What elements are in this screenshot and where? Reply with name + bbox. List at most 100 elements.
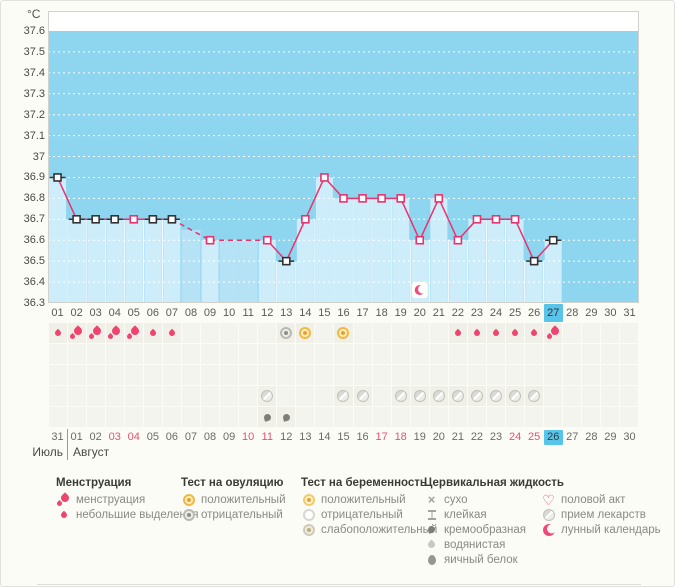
- cycle-day-cell[interactable]: 25: [508, 307, 522, 319]
- calendar-date-cell[interactable]: 10: [242, 431, 255, 443]
- icon-cell: [601, 365, 620, 385]
- calendar-date-cell[interactable]: 01: [70, 431, 83, 443]
- calendar-date-cell[interactable]: 13: [299, 431, 312, 443]
- cycle-day-cell[interactable]: 31: [623, 307, 636, 319]
- calendar-date-cell[interactable]: 23: [489, 431, 503, 443]
- temp-point[interactable]: [148, 215, 158, 224]
- temp-point[interactable]: [262, 235, 272, 245]
- cycle-day-cell[interactable]: 02: [70, 307, 83, 319]
- icon-cell: [334, 365, 353, 385]
- calendar-date-cell[interactable]: 29: [604, 431, 617, 443]
- calendar-date-cell[interactable]: 21: [451, 431, 464, 443]
- cycle-day-cell[interactable]: 24: [489, 307, 503, 319]
- cycle-day-cell[interactable]: 11: [242, 307, 254, 319]
- calendar-date-cell[interactable]: 08: [203, 431, 217, 443]
- cycle-day-cell[interactable]: 29: [585, 307, 598, 319]
- calendar-date-cell[interactable]: 12: [280, 431, 293, 443]
- calendar-date-cell[interactable]: 04: [127, 431, 140, 443]
- calendar-date-cell[interactable]: 14: [318, 431, 331, 443]
- y-tick-label: 37.1: [23, 129, 45, 142]
- cycle-day-cell[interactable]: 21: [432, 307, 445, 319]
- calendar-date-cell[interactable]: 05: [146, 431, 159, 443]
- temp-point[interactable]: [282, 256, 291, 266]
- icon-cell: [220, 323, 239, 343]
- temp-point[interactable]: [472, 215, 482, 224]
- calendar-date-cell[interactable]: 22: [470, 431, 484, 443]
- cycle-day-cell[interactable]: 05: [127, 307, 140, 319]
- calendar-date-cell[interactable]: 18: [394, 431, 407, 443]
- temp-point[interactable]: [377, 194, 386, 203]
- calendar-date-cell[interactable]: 06: [165, 431, 179, 443]
- cycle-day-cell[interactable]: 13: [280, 307, 293, 319]
- icon-cell: [86, 365, 105, 385]
- calendar-date-cell[interactable]: 27: [566, 431, 579, 443]
- calendar-date-cell[interactable]: 11: [261, 431, 273, 443]
- temp-point[interactable]: [320, 173, 329, 182]
- cycle-day-cell[interactable]: 03: [89, 307, 102, 319]
- cycle-day-cell[interactable]: 28: [566, 307, 579, 319]
- calendar-date-cell[interactable]: 17: [375, 431, 388, 443]
- calendar-date-cell[interactable]: 02: [89, 431, 102, 443]
- calendar-date-cell[interactable]: 28: [585, 431, 598, 443]
- icon-cell: [143, 407, 162, 427]
- calendar-date-cell[interactable]: 26: [543, 430, 563, 445]
- temp-point[interactable]: [301, 215, 310, 224]
- temp-point[interactable]: [72, 215, 81, 224]
- calendar-date-cell[interactable]: 16: [356, 431, 369, 443]
- cycle-day-cell[interactable]: 20: [413, 307, 426, 319]
- temp-point[interactable]: [91, 215, 100, 224]
- temp-point[interactable]: [205, 235, 215, 245]
- cycle-day-cell[interactable]: 09: [203, 307, 217, 319]
- cycle-day-cell[interactable]: 01: [51, 307, 64, 319]
- cycle-day-cell[interactable]: 04: [108, 307, 121, 319]
- temp-point[interactable]: [167, 215, 177, 224]
- calendar-date-cell[interactable]: 09: [222, 431, 236, 443]
- cycle-day-cell[interactable]: 07: [165, 307, 179, 319]
- cycle-day-cell[interactable]: 14: [299, 307, 312, 319]
- temp-point[interactable]: [434, 194, 444, 203]
- legend-header: [541, 475, 661, 492]
- cycle-day-cell[interactable]: 30: [604, 307, 617, 319]
- cycle-day-cell[interactable]: 08: [184, 307, 198, 319]
- temp-point[interactable]: [339, 194, 348, 203]
- temp-point[interactable]: [415, 235, 425, 245]
- legend-header: Цервикальная жидкость: [424, 477, 564, 489]
- legend-column: Цервикальная жидкость сухо клейкая кремообр…: [424, 475, 564, 567]
- icon-cell: [143, 323, 162, 343]
- temp-point[interactable]: [491, 215, 501, 224]
- calendar-date-cell[interactable]: 07: [184, 431, 198, 443]
- cycle-day-cell[interactable]: 26: [528, 307, 541, 319]
- cycle-day-cell[interactable]: 22: [451, 307, 464, 319]
- calendar-date-cell[interactable]: 19: [413, 431, 426, 443]
- temp-point[interactable]: [548, 235, 558, 245]
- icon-cell: [372, 386, 391, 406]
- temp-point[interactable]: [110, 215, 120, 224]
- cycle-day-cell[interactable]: 06: [146, 307, 159, 319]
- temp-point[interactable]: [53, 173, 62, 182]
- temp-bar: [544, 240, 562, 303]
- cycle-day-cell[interactable]: 19: [394, 307, 407, 319]
- cycle-day-cell[interactable]: 23: [470, 307, 484, 319]
- cycle-day-cell[interactable]: 10: [222, 307, 236, 319]
- calendar-date-cell[interactable]: 03: [108, 431, 121, 443]
- cycle-day-cell[interactable]: 15: [318, 307, 331, 319]
- calendar-date-cell[interactable]: 25: [528, 431, 541, 443]
- temp-point[interactable]: [396, 194, 405, 203]
- icon-cell: [258, 344, 277, 364]
- temp-point[interactable]: [510, 215, 520, 224]
- calendar-date-cell[interactable]: 15: [337, 431, 350, 443]
- calendar-date-cell[interactable]: 24: [508, 431, 522, 443]
- temp-point[interactable]: [453, 235, 463, 245]
- cycle-day-cell[interactable]: 12: [261, 307, 274, 319]
- cycle-day-cell[interactable]: 27: [543, 304, 563, 322]
- cycle-day-cell[interactable]: 16: [337, 307, 350, 319]
- temp-point[interactable]: [358, 194, 367, 203]
- cycle-day-cell[interactable]: 18: [375, 307, 388, 319]
- cycle-day-cell[interactable]: 17: [356, 307, 369, 319]
- calendar-date-cell[interactable]: 20: [432, 431, 445, 443]
- calendar-date-cell[interactable]: 30: [623, 431, 636, 443]
- legend-item-label: яичный белок: [444, 553, 518, 566]
- calendar-date-cell[interactable]: 31: [51, 431, 64, 443]
- temp-point[interactable]: [529, 256, 539, 266]
- temp-point[interactable]: [129, 215, 139, 224]
